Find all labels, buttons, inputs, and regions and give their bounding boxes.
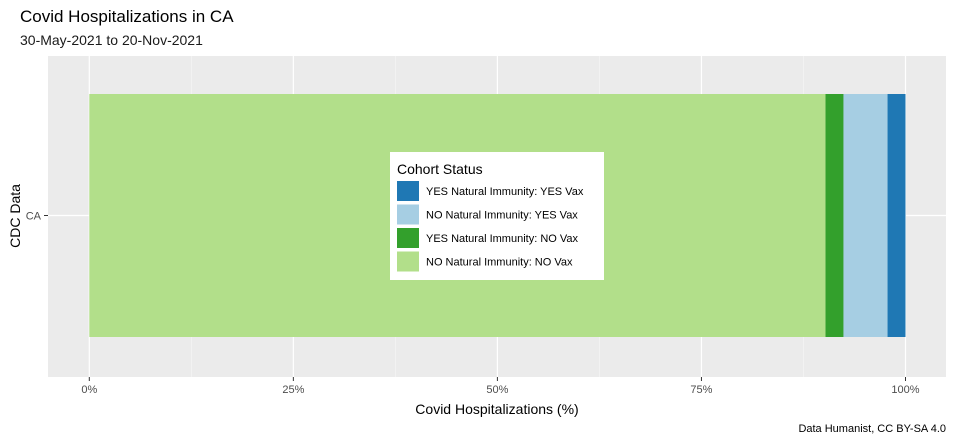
legend-swatch <box>397 181 419 201</box>
x-tick-label: 0% <box>81 384 97 396</box>
legend-label: YES Natural Immunity: YES Vax <box>426 186 584 198</box>
x-tick-label: 75% <box>690 384 712 396</box>
chart-subtitle: 30-May-2021 to 20-Nov-2021 <box>20 32 203 48</box>
legend-swatch <box>397 228 419 248</box>
chart-title: Covid Hospitalizations in CA <box>20 7 234 26</box>
legend-label: NO Natural Immunity: YES Vax <box>426 210 578 222</box>
bar-segment <box>887 94 906 337</box>
x-tick-label: 100% <box>891 384 919 396</box>
y-axis-title: CDC Data <box>7 184 23 248</box>
y-tick-label: CA <box>26 211 42 223</box>
x-axis-ticks: 0% 25% 50% 75% 100% <box>81 377 920 396</box>
legend: Cohort Status YES Natural Immunity: YES … <box>390 152 604 280</box>
legend-title: Cohort Status <box>397 161 483 177</box>
legend-swatch <box>397 251 419 272</box>
legend-label: NO Natural Immunity: NO Vax <box>426 257 573 269</box>
chart-caption: Data Humanist, CC BY-SA 4.0 <box>798 423 946 435</box>
legend-swatch <box>397 204 419 225</box>
x-axis-title: Covid Hospitalizations (%) <box>415 401 578 417</box>
x-tick-label: 25% <box>282 384 304 396</box>
bar-segment <box>825 94 844 337</box>
legend-label: YES Natural Immunity: NO Vax <box>426 233 579 245</box>
bar-segment <box>843 94 888 337</box>
legend-background <box>390 152 604 280</box>
x-tick-label: 50% <box>486 384 508 396</box>
legend-items: YES Natural Immunity: YES Vax NO Natural … <box>397 181 584 272</box>
y-axis-ticks: CA <box>26 211 48 223</box>
